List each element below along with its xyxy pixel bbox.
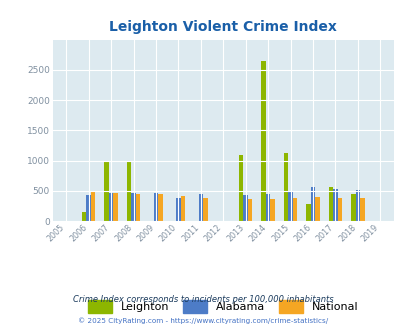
Bar (180, 196, 185, 221)
Bar (131, 193, 135, 221)
Bar (86, 195, 91, 221)
Bar (292, 197, 296, 221)
Bar (243, 195, 247, 221)
Bar (261, 61, 265, 221)
Bar (328, 187, 333, 221)
Bar (126, 162, 131, 221)
Bar (337, 198, 341, 221)
Text: Crime Index corresponds to incidents per 100,000 inhabitants: Crime Index corresponds to incidents per… (72, 295, 333, 304)
Bar (176, 197, 180, 221)
Legend: Leighton, Alabama, National: Leighton, Alabama, National (83, 296, 362, 317)
Bar (359, 198, 364, 221)
Bar (350, 194, 355, 221)
Bar (153, 193, 158, 221)
Bar (109, 193, 113, 221)
Bar (113, 193, 117, 221)
Bar (310, 187, 315, 221)
Bar (265, 194, 270, 221)
Bar (135, 194, 140, 221)
Bar (270, 199, 274, 221)
Bar (305, 204, 310, 221)
Bar (82, 212, 86, 221)
Bar (91, 192, 95, 221)
Bar (288, 191, 292, 221)
Bar (158, 194, 162, 221)
Bar (247, 199, 252, 221)
Bar (355, 190, 359, 221)
Bar (315, 197, 319, 221)
Text: © 2025 CityRating.com - https://www.cityrating.com/crime-statistics/: © 2025 CityRating.com - https://www.city… (78, 317, 327, 324)
Bar (283, 153, 288, 221)
Bar (202, 197, 207, 221)
Title: Leighton Violent Crime Index: Leighton Violent Crime Index (109, 20, 337, 34)
Bar (104, 162, 109, 221)
Bar (239, 154, 243, 221)
Bar (198, 194, 202, 221)
Bar (333, 189, 337, 221)
